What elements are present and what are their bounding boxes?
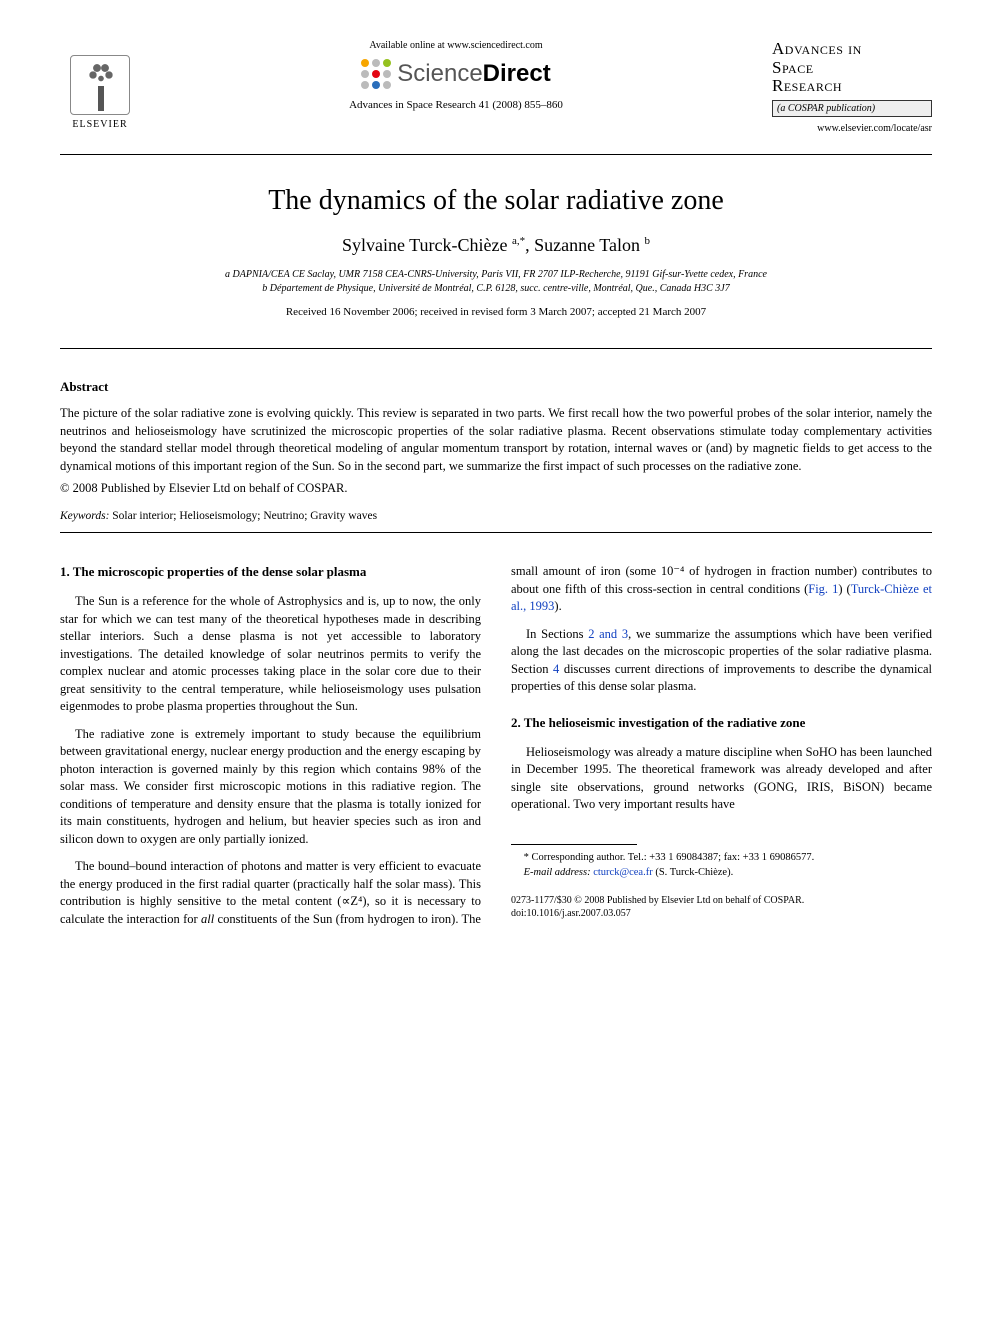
abstract-text: The picture of the solar radiative zone … xyxy=(60,405,932,475)
jname-l3: Research xyxy=(772,76,842,95)
affiliation-b: b Département de Physique, Université de… xyxy=(60,282,932,296)
s1-p4-a: In Sections xyxy=(526,627,588,641)
doi-line: doi:10.1016/j.asr.2007.03.057 xyxy=(511,907,932,920)
body-columns: 1. The microscopic properties of the den… xyxy=(60,563,932,928)
footnotes: * Corresponding author. Tel.: +33 1 6908… xyxy=(511,851,932,880)
sciencedirect-name: ScienceDirect xyxy=(397,60,550,88)
s1-p3-d: ). xyxy=(554,599,561,613)
journal-url: www.elsevier.com/locate/asr xyxy=(772,123,932,134)
keywords-text: Solar interior; Helioseismology; Neutrin… xyxy=(112,510,377,522)
s1-p3-em: all xyxy=(201,912,214,926)
section-2-heading: 2. The helioseismic investigation of the… xyxy=(511,714,932,732)
footnote-rule xyxy=(511,844,637,845)
s2-p1: Helioseismology was already a mature dis… xyxy=(511,744,932,814)
jname-l2: Space xyxy=(772,58,814,77)
email-label: E-mail address: xyxy=(524,867,591,878)
email-who: (S. Turck-Chièze). xyxy=(655,867,733,878)
bottom-meta: 0273-1177/$30 © 2008 Published by Elsevi… xyxy=(511,894,932,920)
journal-name: Advances in Space Research xyxy=(772,40,932,96)
fig1-link[interactable]: Fig. 1 xyxy=(808,582,838,596)
s1-p1: The Sun is a reference for the whole of … xyxy=(60,593,481,716)
s1-p4-c: discusses current directions of improvem… xyxy=(511,662,932,694)
sd-left: Science xyxy=(397,60,482,87)
sciencedirect-dots-icon xyxy=(361,59,391,89)
article-dates: Received 16 November 2006; received in r… xyxy=(60,306,932,318)
copyright-line: © 2008 Published by Elsevier Ltd on beha… xyxy=(60,481,932,496)
available-online-line: Available online at www.sciencedirect.co… xyxy=(160,40,752,51)
page-header: ELSEVIER Available online at www.science… xyxy=(60,40,932,134)
abstract-bottom-rule xyxy=(60,532,932,533)
affiliation-a: a DAPNIA/CEA CE Saclay, UMR 7158 CEA-CNR… xyxy=(60,268,932,282)
affiliations: a DAPNIA/CEA CE Saclay, UMR 7158 CEA-CNR… xyxy=(60,268,932,296)
elsevier-tree-icon xyxy=(70,55,130,115)
s1-p2: The radiative zone is extremely importan… xyxy=(60,726,481,849)
header-rule xyxy=(60,154,932,155)
keywords-line: Keywords: Solar interior; Helioseismolog… xyxy=(60,510,932,522)
abstract-heading: Abstract xyxy=(60,379,932,395)
sd-right: Direct xyxy=(483,60,551,87)
cospar-badge: (a COSPAR publication) xyxy=(772,100,932,117)
abstract-top-rule xyxy=(60,348,932,349)
section-1-heading: 1. The microscopic properties of the den… xyxy=(60,563,481,581)
elsevier-label: ELSEVIER xyxy=(72,119,127,130)
authors-line: Sylvaine Turck-Chièze a,*, Suzanne Talon… xyxy=(60,235,932,256)
elsevier-logo: ELSEVIER xyxy=(60,40,140,130)
citation-line: Advances in Space Research 41 (2008) 855… xyxy=(160,99,752,111)
email-line: E-mail address: cturck@cea.fr (S. Turck-… xyxy=(511,866,932,880)
s1-p3-c: ) ( xyxy=(838,582,850,596)
center-header: Available online at www.sciencedirect.co… xyxy=(140,40,772,111)
issn-line: 0273-1177/$30 © 2008 Published by Elsevi… xyxy=(511,894,932,907)
article-title: The dynamics of the solar radiative zone xyxy=(60,185,932,217)
journal-box: Advances in Space Research (a COSPAR pub… xyxy=(772,40,932,134)
sec23-link[interactable]: 2 and 3 xyxy=(588,627,628,641)
sciencedirect-logo: ScienceDirect xyxy=(160,59,752,89)
email-link[interactable]: cturck@cea.fr xyxy=(593,867,653,878)
keywords-label: Keywords: xyxy=(60,510,109,522)
jname-l1: Advances in xyxy=(772,39,862,58)
s1-p4: In Sections 2 and 3, we summarize the as… xyxy=(511,626,932,696)
corresponding-author: * Corresponding author. Tel.: +33 1 6908… xyxy=(511,851,932,865)
